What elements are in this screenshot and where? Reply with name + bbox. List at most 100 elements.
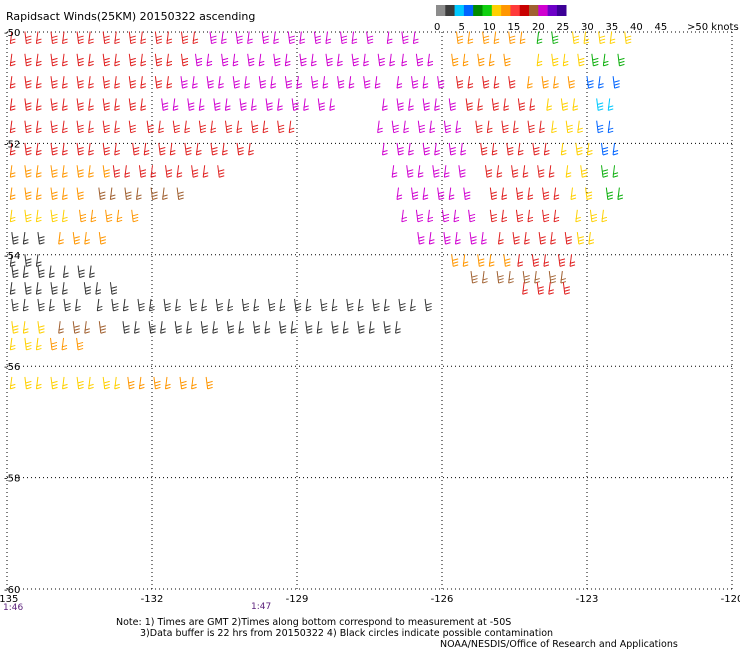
wind-barb	[366, 31, 374, 45]
wind-barb	[22, 265, 29, 278]
wind-barb	[88, 165, 94, 178]
wind-barb	[565, 120, 573, 134]
wind-barb	[62, 165, 68, 178]
wind-barb	[551, 31, 559, 45]
wind-barb	[591, 53, 599, 67]
wind-barb	[382, 98, 388, 111]
legend-label: 15	[508, 22, 521, 33]
wind-barb	[35, 142, 42, 156]
wind-barb	[443, 120, 452, 134]
legend-label: 0	[434, 22, 440, 33]
wind-barb	[165, 165, 173, 178]
wind-barb	[313, 31, 322, 45]
wind-barb	[396, 142, 404, 156]
wind-barb	[493, 76, 500, 89]
wind-barb	[132, 142, 140, 156]
wind-barb	[357, 298, 364, 312]
wind-barb	[284, 53, 291, 67]
wind-barb	[368, 321, 375, 334]
wind-barb	[609, 31, 616, 45]
wind-barb	[128, 31, 136, 45]
wind-barb	[206, 76, 214, 89]
wind-barb	[247, 53, 255, 67]
wind-barb	[617, 187, 624, 201]
wind-barb	[76, 98, 84, 111]
legend-swatch	[482, 5, 493, 16]
wind-barb	[570, 187, 577, 201]
wind-barb	[24, 31, 32, 45]
wind-barb	[62, 120, 68, 134]
wind-barb	[434, 98, 440, 111]
wind-barb	[391, 120, 399, 134]
wind-barb	[24, 98, 32, 111]
legend-swatch	[538, 5, 548, 16]
wind-barb	[116, 209, 123, 223]
wind-barb	[153, 376, 161, 390]
wind-barb	[184, 120, 190, 134]
wind-barb	[428, 232, 435, 245]
wind-barb	[316, 321, 323, 334]
wind-barb	[398, 298, 406, 312]
wind-barb	[396, 98, 404, 111]
wind-barb	[79, 209, 87, 223]
wind-barb	[258, 53, 265, 67]
wind-barb	[262, 120, 269, 134]
time-label-1: 1:46	[3, 603, 23, 613]
wind-barb	[128, 98, 136, 111]
wind-barb	[98, 321, 106, 334]
wind-barb	[270, 76, 276, 89]
wind-barb	[62, 98, 68, 111]
wind-barb	[527, 76, 533, 89]
wind-barb	[180, 31, 189, 45]
wind-barb	[158, 120, 164, 134]
wind-barb	[550, 232, 556, 245]
legend-label: 20	[532, 22, 545, 33]
wind-barb	[146, 120, 154, 134]
wind-barb	[150, 187, 158, 201]
wind-barb	[22, 298, 29, 312]
wind-barb	[372, 298, 380, 312]
wind-barb	[527, 209, 534, 223]
wind-barb	[508, 76, 516, 89]
wind-barb	[454, 232, 461, 245]
wind-barb	[235, 31, 243, 45]
wind-barb	[548, 271, 556, 284]
wind-barb	[172, 120, 180, 134]
wind-barb	[451, 53, 459, 67]
wind-barb	[222, 142, 228, 156]
wind-barb	[598, 31, 606, 45]
wind-barb	[299, 53, 307, 67]
wind-barb	[279, 321, 287, 334]
wind-barb	[62, 76, 68, 89]
wind-barb	[62, 187, 68, 201]
wind-barb	[456, 31, 464, 45]
wind-barb	[501, 209, 508, 223]
wind-barb	[501, 120, 509, 134]
wind-barb	[396, 187, 403, 201]
legend-label: 10	[483, 22, 496, 33]
wind-barb	[24, 282, 32, 295]
wind-barb	[202, 165, 209, 178]
lon-tick-label: -123	[576, 594, 599, 605]
wind-barb	[201, 298, 207, 312]
wind-barb	[548, 165, 555, 178]
wind-barb	[331, 298, 338, 312]
wind-barb	[572, 31, 580, 45]
wind-barb	[534, 271, 540, 284]
wind-barb	[50, 98, 58, 111]
wind-barbs-layer	[9, 31, 632, 390]
wind-barb	[391, 165, 398, 178]
wind-barb	[537, 165, 545, 178]
wind-barb	[154, 31, 163, 45]
legend-swatch	[463, 5, 474, 16]
wind-barb	[48, 298, 55, 312]
wind-barb	[150, 165, 157, 178]
lon-tick-label: -126	[431, 594, 454, 605]
wind-barb	[448, 187, 455, 201]
wind-barb	[486, 120, 493, 134]
wind-barb	[612, 76, 620, 89]
wind-barb	[35, 337, 42, 351]
wind-barb	[515, 209, 524, 223]
wind-barb	[179, 376, 187, 390]
wind-barb	[553, 209, 560, 223]
